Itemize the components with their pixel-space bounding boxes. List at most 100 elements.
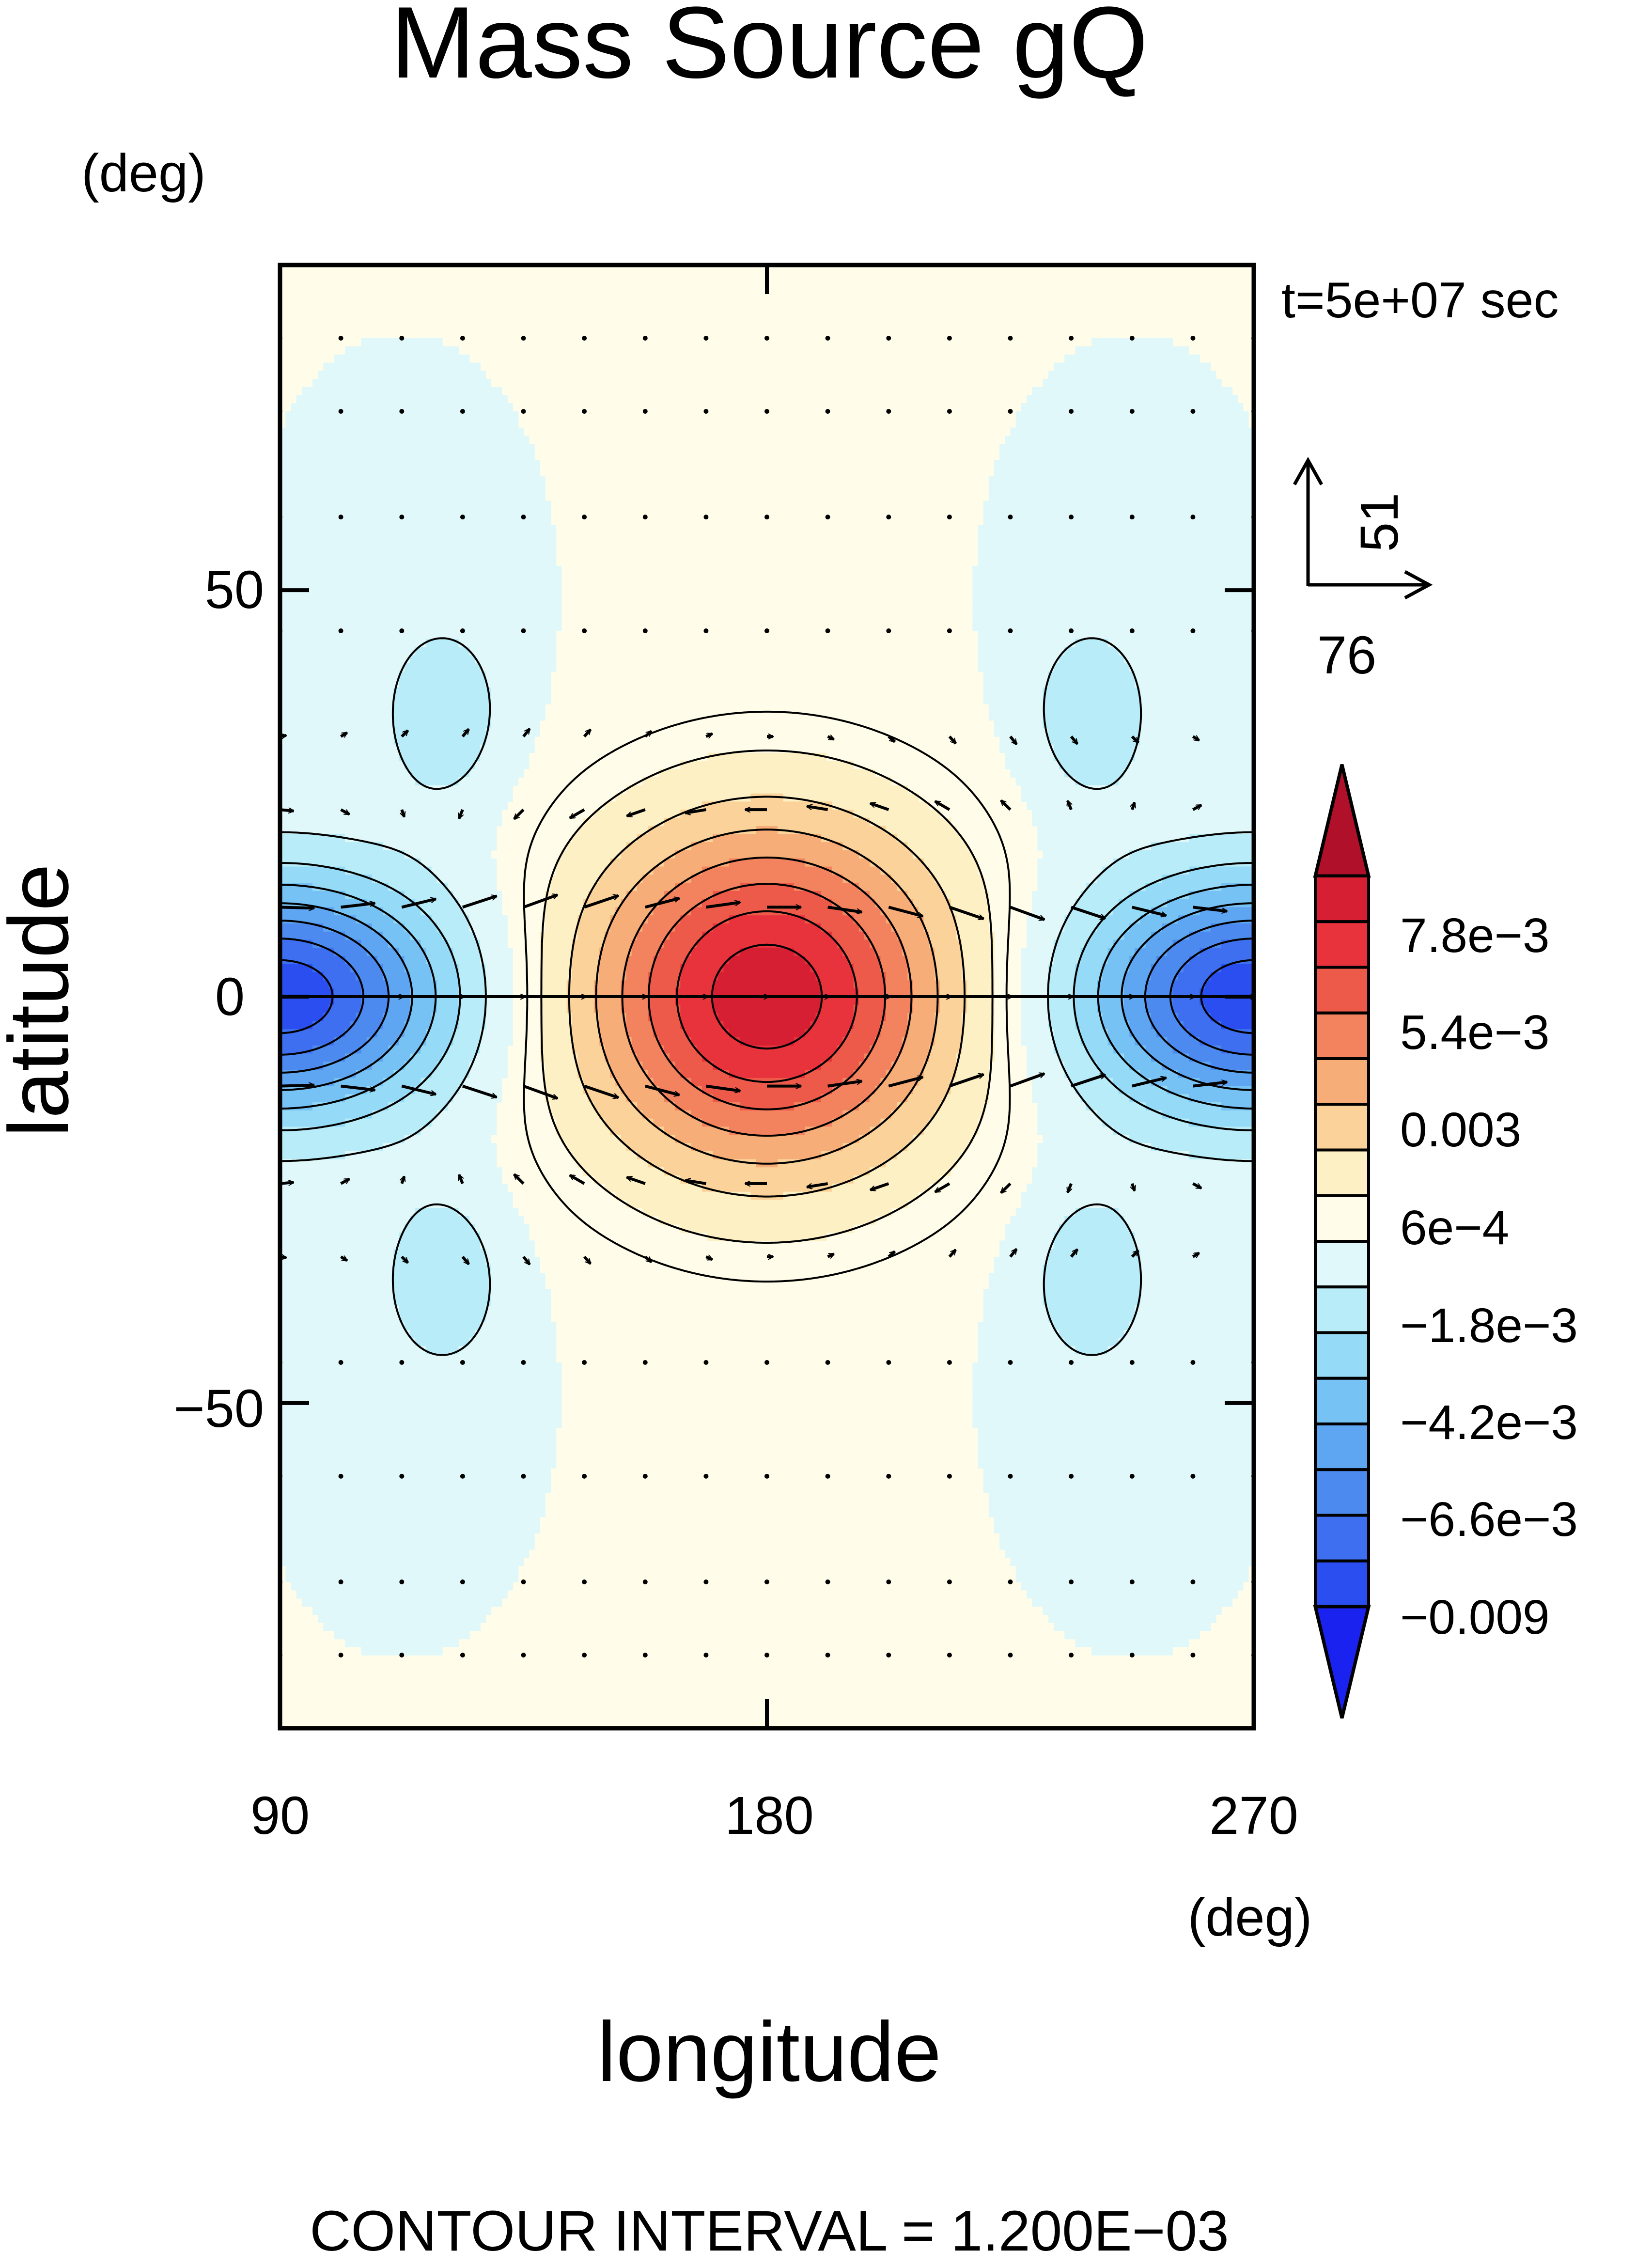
contour-cell [1091,752,1097,762]
contour-cell [366,647,373,656]
contour-cell [328,655,335,664]
contour-cell [328,679,335,688]
contour-cell [469,663,475,672]
contour-cell [1070,541,1076,550]
contour-cell [1210,565,1216,575]
contour-cell [475,655,481,664]
contour-cell [1210,436,1216,444]
contour-cell [1113,712,1119,721]
contour-cell [1015,517,1022,526]
contour-cell [999,492,1006,501]
contour-cell [1156,574,1162,583]
contour-cell [366,517,373,526]
contour-cell [312,606,318,615]
contour-cell [464,744,470,753]
contour-cell [345,509,351,517]
contour-cell [1210,541,1216,550]
contour-cell [1059,436,1065,444]
contour-cell [1243,704,1249,713]
contour-cell [1107,631,1114,640]
contour-cell [1167,427,1173,437]
contour-cell [988,485,995,493]
contour-cell [1053,712,1060,721]
contour-cell [485,761,492,769]
contour-cell [1227,623,1233,631]
contour-cell [1113,378,1119,388]
contour-cell [431,688,437,696]
contour-cell [1200,761,1206,769]
contour-cell [1194,549,1200,558]
contour-cell [1080,476,1087,485]
contour-cell [1043,614,1049,623]
contour-cell [550,549,557,558]
contour-cell [540,696,545,704]
contour-cell [501,631,508,640]
contour-cell [501,476,508,485]
contour-cell [1118,647,1124,656]
contour-cell [978,541,984,550]
contour-cell [458,696,465,704]
contour-cell [1124,704,1130,713]
contour-cell [1059,696,1065,704]
contour-cell [1178,558,1184,566]
contour-cell [415,590,421,599]
contour-cell [426,354,432,363]
contour-cell [1167,655,1173,664]
contour-cell [448,574,454,583]
contour-cell [1107,679,1114,688]
contour-cell [1124,444,1130,453]
contour-cell [361,704,367,713]
contour-cell [410,574,416,583]
contour-cell [442,663,448,672]
contour-cell [399,655,405,664]
contour-cell [301,631,308,640]
contour-cell [366,752,373,762]
contour-cell [1216,387,1222,396]
contour-cell [1243,558,1249,566]
contour-cell [1124,395,1130,404]
contour-cell [496,752,502,762]
contour-cell [448,696,454,704]
contour-cell [377,679,383,688]
contour-cell [1032,720,1038,729]
contour-cell [1113,614,1119,623]
contour-cell [978,558,984,566]
contour-cell [1183,371,1189,379]
contour-cell [421,574,427,583]
contour-cell [1183,639,1189,648]
contour-cell [491,468,497,477]
contour-cell [485,606,492,615]
contour-cell [550,541,557,550]
contour-cell [1091,460,1097,469]
contour-cell [1048,525,1054,534]
contour-cell [1237,468,1244,477]
contour-cell [1010,500,1016,510]
contour-cell [393,395,400,404]
contour-cell [356,761,362,769]
contour-cell [1075,492,1081,501]
contour-cell [1248,492,1254,501]
contour-cell [453,671,459,680]
contour-cell [1021,663,1027,672]
contour-cell [1070,525,1076,534]
contour-cell [1075,419,1081,428]
contour-cell [1248,533,1254,542]
contour-cell [1140,476,1146,485]
contour-cell [415,525,421,534]
contour-cell [345,517,351,526]
contour-cell [388,395,394,404]
contour-cell [556,590,562,599]
contour-cell [469,574,475,583]
contour-cell [1205,403,1211,412]
contour-cell [285,411,292,420]
contour-cell [1183,549,1189,558]
contour-cell [1015,688,1022,696]
contour-cell [366,362,373,371]
contour-cell [480,598,486,607]
contour-cell [1232,509,1238,517]
contour-cell [296,574,302,583]
contour-cell [383,688,389,696]
contour-cell [1059,444,1065,453]
contour-cell [458,744,465,753]
contour-cell [1200,362,1206,371]
